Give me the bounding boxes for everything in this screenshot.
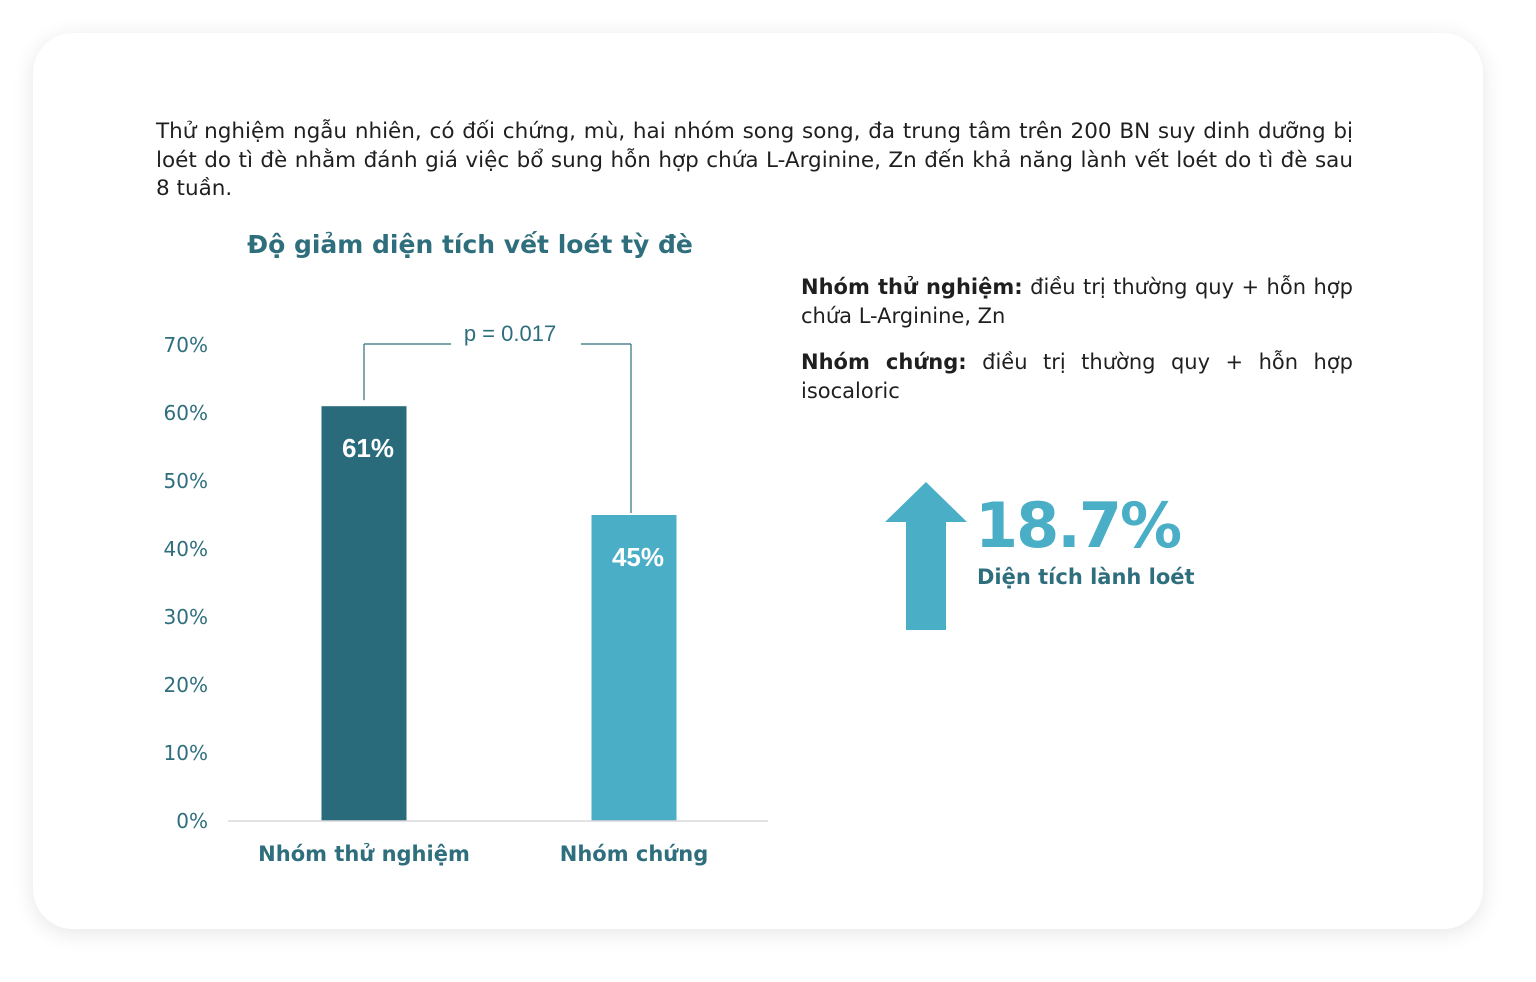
chart-title: Độ giảm diện tích vết loét tỳ đè bbox=[247, 230, 693, 259]
p-value-annotation: p = 0.017 bbox=[464, 321, 556, 346]
legend-group-control-label: Nhóm chứng: bbox=[801, 350, 967, 374]
x-tick-label: Nhóm thử nghiệm bbox=[258, 842, 470, 866]
legend-group-experimental-text: điều trị thường quy + hỗn hợp chứa L-Arg… bbox=[801, 275, 1353, 328]
y-tick-label: 70% bbox=[164, 333, 208, 357]
y-tick-label: 10% bbox=[164, 741, 208, 765]
y-tick-label: 0% bbox=[176, 809, 208, 833]
intro-paragraph: Thử nghiệm ngẫu nhiên, có đối chứng, mù,… bbox=[156, 119, 1353, 201]
x-axis-labels: Nhóm thử nghiệm Nhóm chứng bbox=[258, 842, 708, 866]
highlight-label: Diện tích lành loét bbox=[977, 565, 1195, 589]
bars: 61% 45% bbox=[321, 406, 677, 821]
significance-bracket: p = 0.017 bbox=[363, 321, 632, 513]
legend-group-control-text: điều trị thường quy + hỗn hợp isocaloric bbox=[801, 350, 1353, 403]
y-tick-label: 60% bbox=[164, 401, 208, 425]
legend-group-experimental: Nhóm thử nghiệm: điều trị thường quy + h… bbox=[801, 273, 1353, 330]
y-axis: 0% 10% 20% 30% 40% 50% 60% 70% bbox=[164, 333, 208, 833]
y-tick-label: 20% bbox=[164, 673, 208, 697]
legend-group-control: Nhóm chứng: điều trị thường quy + hỗn hợ… bbox=[801, 348, 1353, 405]
y-tick-label: 40% bbox=[164, 537, 208, 561]
y-tick-label: 30% bbox=[164, 605, 208, 629]
x-tick-label: Nhóm chứng bbox=[560, 842, 708, 866]
bar-value-label: 61% bbox=[342, 433, 394, 463]
legend-group-experimental-label: Nhóm thử nghiệm: bbox=[801, 275, 1023, 299]
content-card bbox=[33, 33, 1483, 929]
bar bbox=[321, 406, 407, 821]
highlight-value: 18.7% bbox=[975, 489, 1182, 562]
arrow-up-icon bbox=[885, 482, 967, 630]
y-tick-label: 50% bbox=[164, 469, 208, 493]
bar bbox=[591, 515, 677, 821]
bar-value-label: 45% bbox=[612, 542, 664, 572]
